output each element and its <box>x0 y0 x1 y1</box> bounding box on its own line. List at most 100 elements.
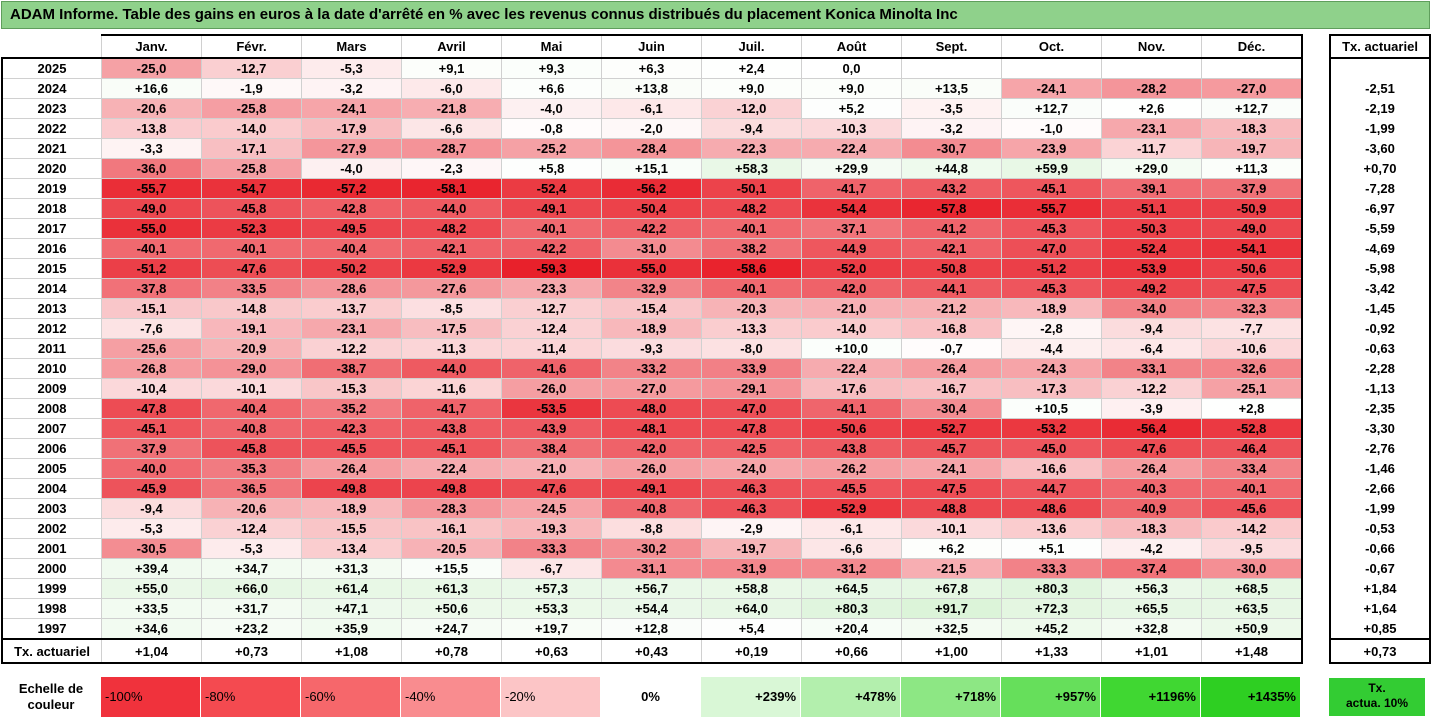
gain-cell: -52,9 <box>401 258 502 279</box>
gain-cell: -30,0 <box>1201 558 1303 579</box>
gain-cell: -50,2 <box>301 258 402 279</box>
year-cell: 2019 <box>1 178 102 199</box>
gain-cell: +13,8 <box>601 78 702 99</box>
gain-cell: +29,0 <box>1101 158 1202 179</box>
gain-cell: +9,0 <box>701 78 802 99</box>
gain-cell: -13,3 <box>701 318 802 339</box>
actuarial-rate-cell: -5,59 <box>1329 218 1431 239</box>
side-row: -4,69 <box>1329 238 1431 259</box>
actuarial-rate-cell: -2,76 <box>1329 438 1431 459</box>
gain-cell: -48,8 <box>901 498 1002 519</box>
gain-cell: -20,3 <box>701 298 802 319</box>
gain-cell: -40,1 <box>701 278 802 299</box>
gain-cell: -6,4 <box>1101 338 1202 359</box>
gain-cell: -22,4 <box>801 138 902 159</box>
gain-cell: +32,8 <box>1101 618 1202 640</box>
gain-cell: -14,0 <box>201 118 302 139</box>
gain-cell: -24,5 <box>501 498 602 519</box>
gain-cell: -29,0 <box>201 358 302 379</box>
gain-cell: +56,7 <box>601 578 702 599</box>
gain-cell: -2,9 <box>701 518 802 539</box>
gain-cell: -45,1 <box>1001 178 1102 199</box>
gain-cell: -10,1 <box>901 518 1002 539</box>
gain-cell: +34,6 <box>101 618 202 640</box>
gain-cell: -38,2 <box>701 238 802 259</box>
gain-cell: -49,8 <box>301 478 402 499</box>
footer-rate-cell: +0,19 <box>701 638 802 664</box>
side-row: -2,66 <box>1329 478 1431 499</box>
gain-cell: +80,3 <box>1001 578 1102 599</box>
year-cell: 2007 <box>1 418 102 439</box>
header-row: Janv. Févr. Mars Avril Mai Juin Juil. Août Sept.… <box>2 34 1303 59</box>
gain-cell: -45,5 <box>301 438 402 459</box>
gain-cell: -50,6 <box>801 418 902 439</box>
gain-cell: -39,1 <box>1101 178 1202 199</box>
gain-cell: -10,3 <box>801 118 902 139</box>
gain-cell: -48,6 <box>1001 498 1102 519</box>
gain-cell: -32,3 <box>1201 298 1303 319</box>
gain-cell: +61,4 <box>301 578 402 599</box>
gain-cell: -47,0 <box>701 398 802 419</box>
year-cell: 2016 <box>1 238 102 259</box>
gain-cell: -19,7 <box>701 538 802 559</box>
gain-cell: -41,7 <box>801 178 902 199</box>
year-cell: 2025 <box>1 57 102 79</box>
gain-cell: -3,2 <box>301 78 402 99</box>
month-header: Mai <box>501 34 602 59</box>
gain-cell: -24,3 <box>1001 358 1102 379</box>
gain-cell: -12,2 <box>1101 378 1202 399</box>
gain-cell: +16,6 <box>101 78 202 99</box>
gain-cell: -29,1 <box>701 378 802 399</box>
side-row: +1,84 <box>1329 578 1431 599</box>
gain-cell: -40,8 <box>201 418 302 439</box>
table-row: 2003 -9,4 -20,6 -18,9 -28,3 -24,5 -40,8 -46,3 -5… <box>1 498 1303 519</box>
gain-cell: +10,0 <box>801 338 902 359</box>
gain-cell: -58,6 <box>701 258 802 279</box>
gain-cell: +31,7 <box>201 598 302 619</box>
side-row: +1,64 <box>1329 598 1431 619</box>
gain-cell <box>901 57 1002 79</box>
gain-cell: -44,9 <box>801 238 902 259</box>
gain-cell: -11,6 <box>401 378 502 399</box>
gain-cell: +2,8 <box>1201 398 1303 419</box>
gain-cell: -43,8 <box>401 418 502 439</box>
year-cell: 2000 <box>1 558 102 579</box>
gain-cell: -2,8 <box>1001 318 1102 339</box>
footer-rate-cell: +1,01 <box>1101 638 1202 664</box>
side-row <box>1329 57 1431 79</box>
actuarial-rate-cell: +0,70 <box>1329 158 1431 179</box>
gain-cell: -56,2 <box>601 178 702 199</box>
gain-cell: -18,9 <box>301 498 402 519</box>
gain-cell: -47,6 <box>201 258 302 279</box>
gain-cell: +35,9 <box>301 618 402 640</box>
month-header: Août <box>801 34 902 59</box>
gain-cell: -36,5 <box>201 478 302 499</box>
gain-cell: -12,2 <box>301 338 402 359</box>
gain-cell: -27,0 <box>1201 78 1303 99</box>
table-row: 2019 -55,7 -54,7 -57,2 -58,1 -52,4 -56,2 -50,1-… <box>1 178 1303 199</box>
actuarial-rate-cell: -0,66 <box>1329 538 1431 559</box>
gain-cell: -24,0 <box>701 458 802 479</box>
gain-cell: +68,5 <box>1201 578 1303 599</box>
gain-cell: -14,2 <box>1201 518 1303 539</box>
gain-cell: -28,7 <box>401 138 502 159</box>
gain-cell: -47,5 <box>1201 278 1303 299</box>
gain-cell: -6,6 <box>401 118 502 139</box>
gain-cell: -30,5 <box>101 538 202 559</box>
gain-cell: -28,3 <box>401 498 502 519</box>
gain-cell: -22,4 <box>401 458 502 479</box>
header-corner <box>2 35 102 59</box>
gain-cell: +34,7 <box>201 558 302 579</box>
color-scale-legend: Echelle de couleur -100% -80% -60% -40% -20% 0%… <box>1 676 1301 718</box>
side-row: -1,99 <box>1329 498 1431 519</box>
side-row: -0,66 <box>1329 538 1431 559</box>
gain-cell: -2,0 <box>601 118 702 139</box>
footer-rate-cell: +1,00 <box>901 638 1002 664</box>
table-row: 2004 -45,9 -36,5 -49,8 -49,8 -47,6 -49,1 -46,3-… <box>1 478 1303 499</box>
month-header: Juin <box>601 34 702 59</box>
footer-rate-cell: +0,63 <box>501 638 602 664</box>
gain-cell: -41,1 <box>801 398 902 419</box>
gain-cell: -46,4 <box>1201 438 1303 459</box>
gain-cell: -0,7 <box>901 338 1002 359</box>
gain-cell: -26,8 <box>101 358 202 379</box>
